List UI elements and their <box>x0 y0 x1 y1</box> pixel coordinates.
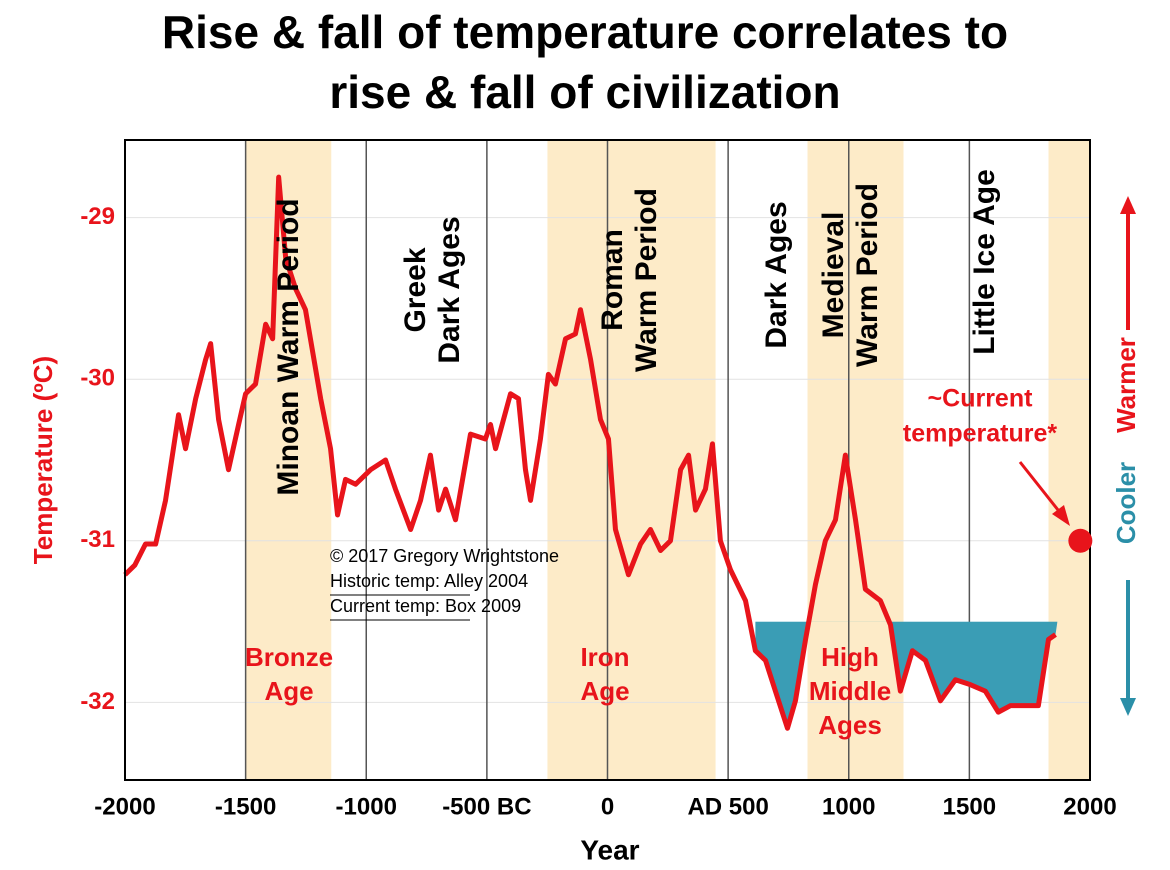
x-tick-label: -1000 <box>336 793 397 820</box>
period-label: Medieval <box>817 212 850 339</box>
warmer-label: Warmer <box>1111 337 1141 433</box>
warm-arrow-head <box>1120 196 1136 214</box>
period-band <box>1048 140 1090 780</box>
x-tick-label: AD 500 <box>687 793 768 820</box>
x-tick-label: -1500 <box>215 793 276 820</box>
x-tick-label: -500 BC <box>442 793 531 820</box>
y-axis-label: Temperature (ºC) <box>28 356 58 564</box>
period-label: Roman <box>596 229 629 331</box>
era-label: Ages <box>818 710 882 740</box>
era-label: Iron <box>580 642 629 672</box>
y-tick-label: -30 <box>80 365 115 392</box>
period-label: Warm Period <box>630 188 663 372</box>
chart-title: rise & fall of civilization <box>329 66 840 118</box>
era-label: Age <box>264 676 313 706</box>
period-band <box>245 140 332 780</box>
era-label: Bronze <box>245 642 333 672</box>
shaded-area <box>755 621 1058 729</box>
cool-arrow-head <box>1120 698 1136 716</box>
x-tick-label: 1000 <box>822 793 875 820</box>
cooler-label: Cooler <box>1111 462 1141 544</box>
period-label: Dark Ages <box>760 201 793 348</box>
chart-title: Rise & fall of temperature correlates to <box>162 6 1008 58</box>
period-label: Warm Period <box>851 183 884 367</box>
annotation: temperature* <box>903 420 1057 448</box>
credit: Historic temp: Alley 2004 <box>330 571 528 591</box>
y-tick-label: -29 <box>80 203 115 230</box>
period-label: Greek <box>399 247 432 332</box>
x-tick-label: -2000 <box>94 793 155 820</box>
period-label: Minoan Warm Period <box>272 198 305 495</box>
credit: Current temp: Box 2009 <box>330 596 521 616</box>
era-label: High <box>821 642 879 672</box>
current-point <box>1068 528 1093 553</box>
x-axis-label: Year <box>580 834 639 865</box>
era-label: Age <box>580 676 629 706</box>
annotation-arrow <box>1018 461 1064 516</box>
period-band <box>807 140 904 780</box>
plot-border <box>124 139 1091 781</box>
temperature-line <box>123 174 1057 731</box>
credit: © 2017 Gregory Wrightstone <box>330 546 559 566</box>
period-label: Dark Ages <box>433 216 466 363</box>
x-tick-label: 2000 <box>1063 793 1116 820</box>
y-tick-label: -32 <box>80 688 115 715</box>
arrow-head <box>1052 505 1070 526</box>
y-tick-label: -31 <box>80 526 115 553</box>
period-label: Little Ice Age <box>968 169 1001 355</box>
annotation: ~Current <box>928 385 1034 413</box>
era-label: Middle <box>809 676 891 706</box>
x-tick-label: 0 <box>601 793 614 820</box>
x-tick-label: 1500 <box>943 793 996 820</box>
